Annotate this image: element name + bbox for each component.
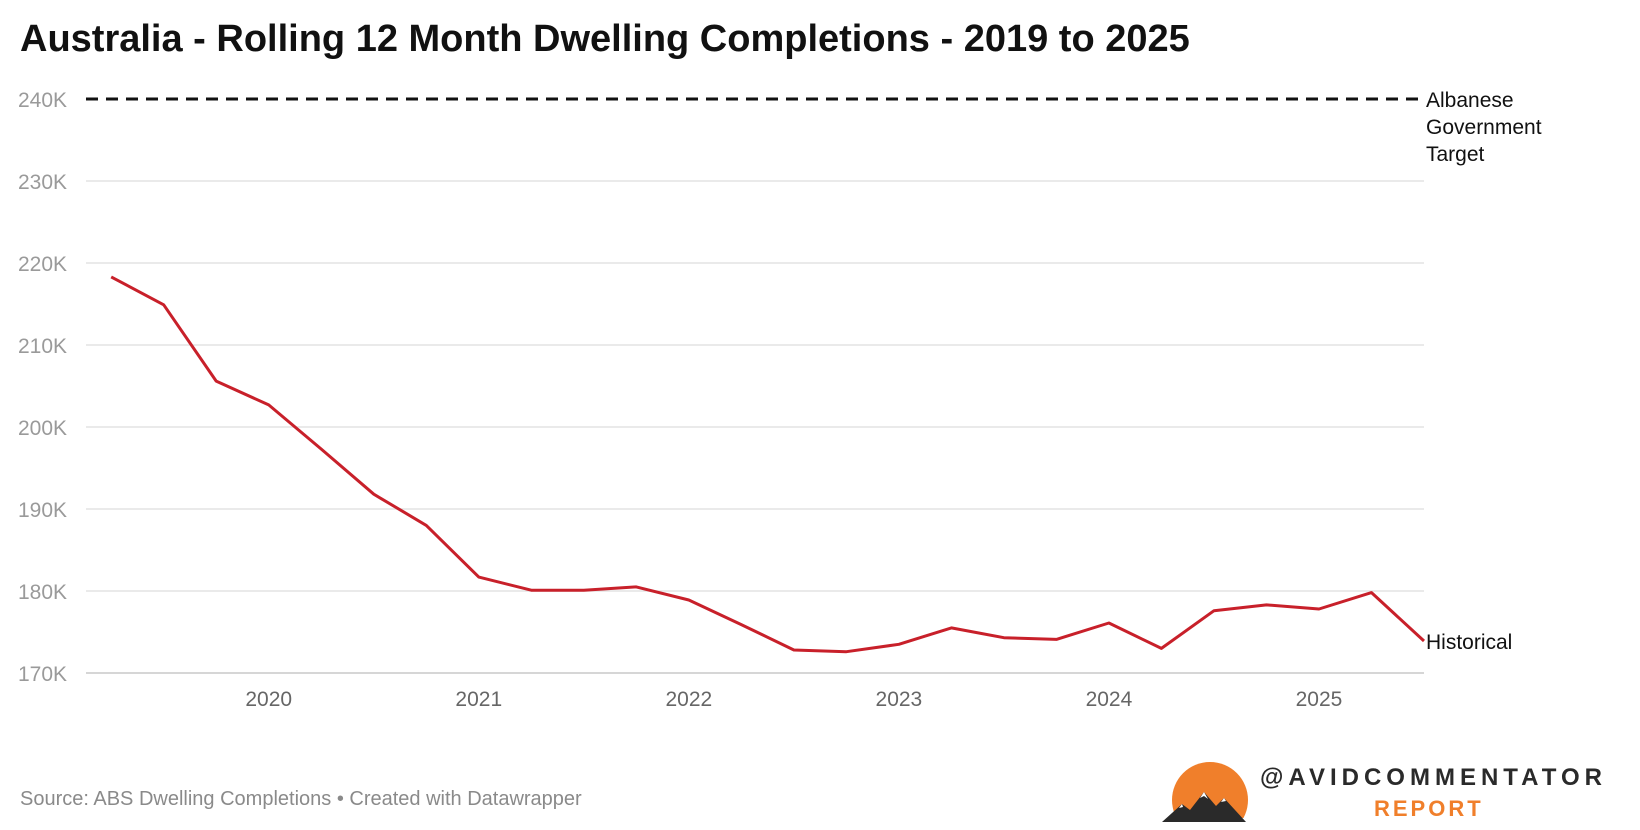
y-tick-label: 170K — [18, 663, 67, 686]
x-tick-label: 2024 — [1086, 688, 1133, 711]
x-tick-label: 2025 — [1296, 688, 1343, 711]
y-axis-ticks: 170K 180K 190K 200K 210K 220K 230K 240K — [18, 89, 67, 686]
series-labels: Historical Albanese Government Target — [1426, 89, 1542, 654]
source-note: Source: ABS Dwelling Completions • Creat… — [20, 788, 582, 810]
y-tick-label: 210K — [18, 335, 67, 358]
target-label-line: Government — [1426, 116, 1542, 139]
brand-handle: @AVIDCOMMENTATOR — [1260, 764, 1607, 791]
x-tick-label: 2023 — [876, 688, 923, 711]
y-tick-label: 230K — [18, 171, 67, 194]
x-tick-label: 2021 — [455, 688, 502, 711]
historical-line — [110, 275, 1426, 654]
target-label-line: Albanese — [1426, 89, 1514, 112]
y-tick-label: 180K — [18, 581, 67, 604]
x-axis-ticks: 2020 2021 2022 2023 2024 2025 — [245, 688, 1342, 711]
y-tick-label: 200K — [18, 417, 67, 440]
historical-label: Historical — [1426, 631, 1512, 654]
brand-logo: @AVIDCOMMENTATOR REPORT — [1160, 760, 1620, 826]
y-tick-label: 190K — [18, 499, 67, 522]
brand-report: REPORT — [1374, 796, 1484, 821]
chart-title: Australia - Rolling 12 Month Dwelling Co… — [20, 18, 1190, 60]
y-tick-label: 220K — [18, 253, 67, 276]
y-tick-label: 240K — [18, 89, 67, 112]
x-tick-label: 2020 — [245, 688, 292, 711]
gridlines — [86, 180, 1424, 674]
x-tick-label: 2022 — [665, 688, 712, 711]
mountain-sun-icon — [1160, 762, 1260, 826]
target-label-line: Target — [1426, 143, 1485, 166]
series-layer — [86, 97, 1426, 654]
